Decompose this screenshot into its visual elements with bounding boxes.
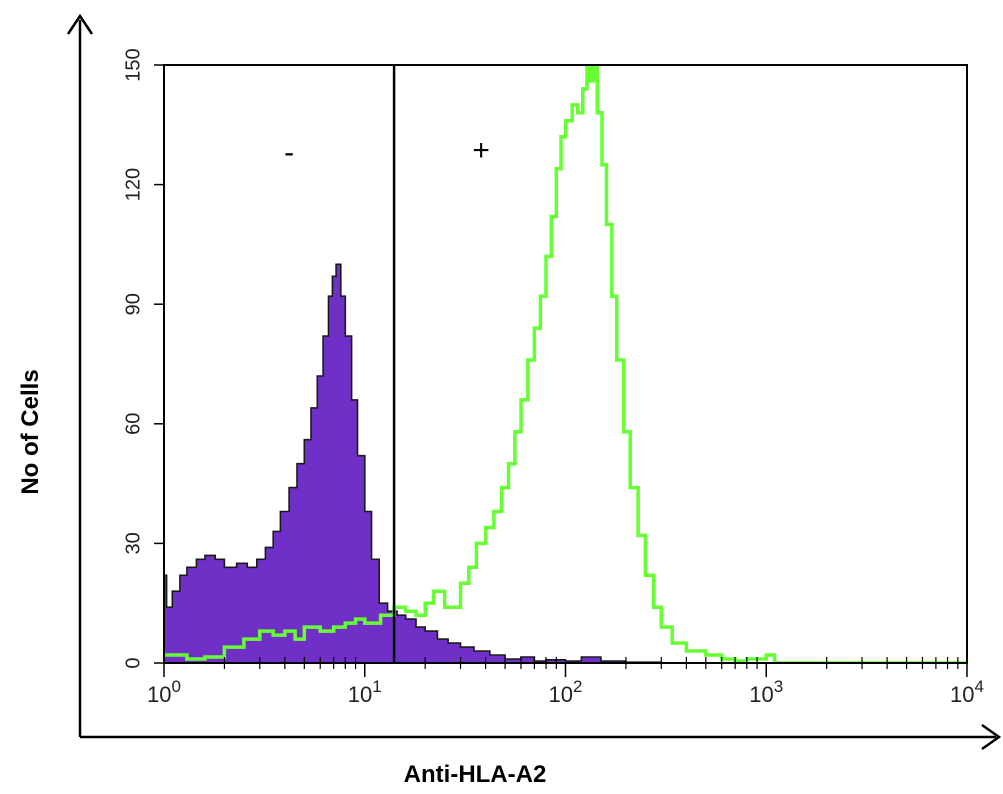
filled-histogram-outline (164, 263, 967, 663)
y-tick-label: 60 (122, 413, 144, 435)
y-axis-arrow (66, 13, 94, 35)
x-axis-arrow (981, 723, 1002, 751)
x-tick-label: 102 (549, 677, 583, 707)
x-tick-label: 104 (950, 677, 984, 707)
x-tick-label: 100 (147, 677, 181, 707)
x-tick-label: 103 (749, 677, 783, 707)
y-tick-label: 150 (122, 48, 144, 81)
x-axis-title: Anti-HLA-A2 (404, 761, 547, 788)
gate-positive-label: + (472, 134, 490, 167)
gate-negative-label: - (284, 136, 294, 169)
filled-histogram-area (164, 264, 967, 663)
y-tick-label: 90 (122, 293, 144, 315)
y-axis-title: No of Cells (17, 369, 44, 494)
y-tick-label: 120 (122, 168, 144, 201)
x-tick-label: 101 (348, 677, 382, 707)
outline-histogram-line (164, 65, 967, 663)
y-tick-label: 30 (122, 532, 144, 554)
y-tick-label: 0 (122, 657, 144, 668)
